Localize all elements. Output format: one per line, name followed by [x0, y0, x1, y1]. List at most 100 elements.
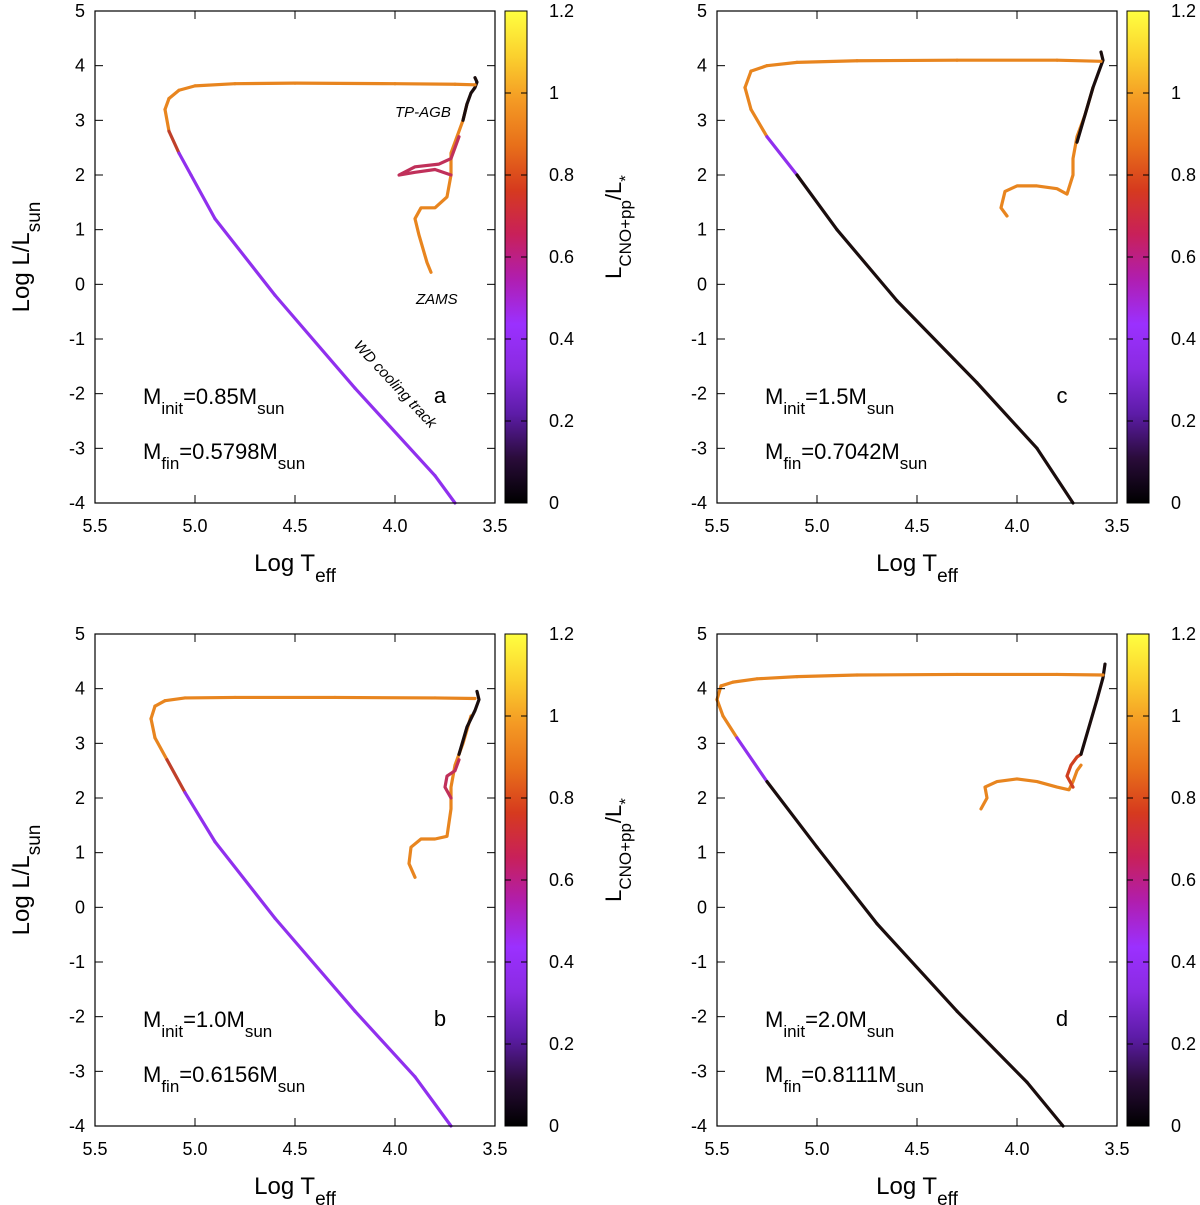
colorbar-tick-label: 0: [1171, 493, 1181, 513]
y-tick-label: 2: [697, 165, 707, 185]
colorbar-tick-label: 1.2: [1171, 1, 1196, 21]
colorbar-tick-label: 1: [1171, 83, 1181, 103]
colorbar-tick-label: 0: [549, 1116, 559, 1136]
colorbar-tick-label: 0.6: [1171, 870, 1196, 890]
y-tick-label: 3: [697, 733, 707, 753]
track-horizontal-branch-loop: [443, 758, 461, 800]
colorbar-tick-label: 1: [549, 83, 559, 103]
plot-frame: [716, 633, 1118, 1127]
track-post-agb-segment: [795, 173, 839, 232]
track-post-agb-segment: [153, 736, 169, 762]
y-tick-label: -3: [691, 438, 707, 458]
x-tick-label: 5.5: [82, 1139, 107, 1159]
y-tick-label: -1: [691, 952, 707, 972]
colorbar-tick-label: 1.2: [1171, 624, 1196, 644]
track-post-agb-segment: [765, 60, 799, 68]
x-tick-label: 3.5: [482, 516, 507, 536]
y-tick-label: 0: [697, 897, 707, 917]
track-post-agb-segment: [731, 677, 759, 684]
track-post-agb-segment: [183, 695, 237, 700]
colorbar-tick-label: 1.2: [549, 624, 574, 644]
final-mass-label: Mfin=0.6156Msun: [143, 1062, 305, 1096]
track-post-agb-segment: [749, 64, 769, 73]
panel-d: 5.5 5.0 4.5 4.0 3.5 5 4 3 2 1 0 -1 -2 -3 -4 Log Teff 1.2…: [691, 624, 1196, 1205]
track-pre-main-sequence-to-rgb: [999, 85, 1095, 218]
track-post-agb-segment: [1035, 446, 1075, 505]
panel-a: 5.5 5.0 4.5 4.0 3.5 5 4 3 2 1 0 -1 -2 -3 -4 Log Teff Log…: [8, 1, 635, 587]
colorbar-tick-label: 0.4: [1171, 952, 1196, 972]
colorbar-tick-label: 0.2: [1171, 411, 1196, 431]
x-axis-label: Log Teff: [254, 1173, 336, 1205]
colorbar-tick-label: 0.4: [549, 329, 574, 349]
y-tick-label: -2: [691, 1007, 707, 1027]
track-tp-agb: [457, 689, 481, 756]
track-post-agb-segment: [353, 386, 437, 478]
colorbar-tick-label: 0.2: [1171, 1034, 1196, 1054]
track-post-agb-segment: [715, 697, 725, 718]
track-post-agb-segment: [765, 135, 799, 177]
track-post-agb-segment: [835, 228, 899, 303]
track-post-agb-segment: [333, 695, 437, 700]
y-tick-label: 2: [75, 788, 85, 808]
track-pre-main-sequence-to-rgb: [979, 763, 1083, 811]
y-tick-label: 3: [75, 733, 85, 753]
track-post-agb-segment: [293, 81, 397, 86]
panel-letter: a: [434, 383, 447, 408]
y-tick-label: 0: [697, 274, 707, 294]
colorbar-label: LCNO+pp/L*: [601, 798, 635, 902]
track-post-agb-segment: [749, 107, 769, 139]
track-post-agb-segment: [433, 696, 477, 701]
track-post-agb-segment: [765, 780, 819, 849]
colorbar-tick-label: 1.2: [549, 1, 574, 21]
track-post-agb-segment: [743, 85, 753, 112]
track-post-agb-segment: [453, 82, 477, 87]
x-tick-label: 3.5: [1104, 516, 1129, 536]
colorbar-tick-label: 0.8: [1171, 165, 1196, 185]
x-tick-label: 4.0: [1004, 1139, 1029, 1159]
track-post-agb-segment: [875, 922, 959, 1013]
panel-letter: d: [1056, 1006, 1068, 1031]
colorbar-tick-label: 0.4: [549, 952, 574, 972]
track-post-agb-segment: [393, 82, 457, 86]
track-post-agb-segment: [149, 704, 157, 721]
track-pre-main-sequence-to-rgb: [413, 102, 469, 274]
colorbar-tick-label: 0.6: [1171, 247, 1196, 267]
y-tick-label: 3: [75, 110, 85, 130]
y-tick-label: 2: [697, 788, 707, 808]
x-tick-label: 5.0: [804, 516, 829, 536]
panel-c: 5.5 5.0 4.5 4.0 3.5 5 4 3 2 1 0 -1 -2 -3 -4 Log Teff 1.2…: [691, 1, 1196, 587]
y-tick-label: 1: [697, 220, 707, 240]
y-tick-label: -4: [691, 1116, 707, 1136]
x-tick-label: 5.0: [804, 1139, 829, 1159]
y-tick-label: -1: [691, 329, 707, 349]
panel-letter: b: [434, 1006, 446, 1031]
y-tick-label: 1: [75, 220, 85, 240]
track-post-agb-segment: [855, 672, 959, 677]
x-tick-label: 5.0: [182, 1139, 207, 1159]
y-tick-label: 5: [697, 624, 707, 644]
y-tick-label: -4: [69, 1116, 85, 1136]
track-post-agb-segment: [721, 714, 739, 740]
colorbar-tick-label: 0.6: [549, 870, 574, 890]
x-tick-label: 3.5: [482, 1139, 507, 1159]
colorbar-tick-label: 0: [1171, 1116, 1181, 1136]
annotation-tp-agb: TP-AGB: [395, 104, 451, 121]
track-pre-main-sequence-to-rgb: [407, 714, 473, 879]
track-post-agb-segment: [895, 299, 979, 385]
plot-frame: [716, 10, 1118, 504]
y-axis-label: Log L/Lsun: [8, 825, 45, 936]
panel-letter: c: [1057, 383, 1068, 408]
track-post-agb-segment: [177, 84, 197, 92]
track-post-agb-segment: [165, 758, 187, 795]
colorbar-label: LCNO+pp/L*: [601, 175, 635, 279]
track-post-agb-segment: [795, 59, 859, 64]
x-tick-label: 5.5: [704, 516, 729, 536]
y-tick-label: -4: [691, 493, 707, 513]
colorbar-tick-label: 0.8: [549, 788, 574, 808]
colorbar-tick-label: 0.8: [549, 165, 574, 185]
track-post-agb-segment: [193, 82, 237, 88]
x-tick-label: 4.0: [382, 516, 407, 536]
x-tick-label: 3.5: [1104, 1139, 1129, 1159]
annotation-wd-cooling-track: WD cooling track: [350, 337, 441, 433]
y-tick-label: 5: [75, 624, 85, 644]
